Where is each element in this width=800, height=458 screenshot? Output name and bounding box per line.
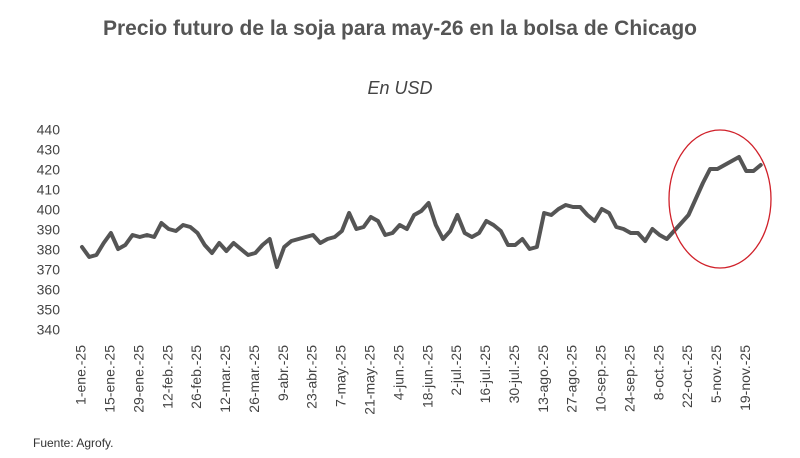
chart-title: Precio futuro de la soja para may-26 en …: [102, 17, 698, 40]
x-tick-label: 23-abr.-25: [304, 345, 320, 409]
x-tick-label: 1-ene.-25: [73, 345, 89, 405]
x-tick-label: 7-may.-25: [333, 345, 349, 407]
source-note: Fuente: Agrofy.: [33, 436, 114, 450]
x-tick-label: 21-may.-25: [362, 345, 378, 415]
x-tick-label: 12-feb.-25: [159, 345, 175, 409]
x-tick-label: 19-nov.-25: [737, 345, 753, 411]
y-tick-label: 380: [37, 242, 61, 258]
y-tick-label: 350: [37, 302, 61, 318]
x-tick-label: 26-feb.-25: [188, 345, 204, 409]
x-tick-label: 18-jun.-25: [419, 345, 435, 408]
y-tick-label: 420: [37, 162, 61, 178]
x-tick-label: 10-sep.-25: [593, 345, 609, 412]
x-tick-label: 30-jul.-25: [506, 345, 522, 404]
x-tick-label: 29-ene.-25: [130, 345, 146, 413]
y-tick-label: 430: [37, 142, 61, 158]
x-tick-label: 8-oct.-25: [650, 345, 666, 400]
x-tick-label: 15-ene.-25: [102, 345, 118, 413]
x-tick-label: 24-sep.-25: [621, 345, 637, 412]
x-tick-label: 5-nov.-25: [708, 345, 724, 403]
x-tick-label: 27-ago.-25: [564, 345, 580, 413]
x-tick-label: 26-mar.-25: [246, 345, 262, 413]
x-tick-label: 9-abr.-25: [275, 345, 291, 401]
y-tick-label: 360: [37, 282, 61, 298]
y-tick-label: 370: [37, 262, 61, 278]
price-line: [80, 155, 763, 269]
y-tick-label: 400: [37, 202, 61, 218]
y-tick-label: 390: [37, 222, 61, 238]
y-tick-label: 410: [37, 182, 61, 198]
x-tick-label: 2-jul.-25: [448, 345, 464, 396]
x-tick-label: 12-mar.-25: [217, 345, 233, 413]
x-tick-label: 4-jun.-25: [390, 345, 406, 400]
y-tick-label: 440: [37, 122, 61, 138]
y-tick-label: 340: [37, 322, 61, 338]
x-tick-label: 16-jul.-25: [477, 345, 493, 404]
chart-subtitle: En USD: [367, 78, 433, 98]
highlight-ellipse: [668, 129, 772, 269]
x-tick-label: 13-ago.-25: [535, 345, 551, 413]
x-tick-label: 22-oct.-25: [679, 345, 695, 408]
